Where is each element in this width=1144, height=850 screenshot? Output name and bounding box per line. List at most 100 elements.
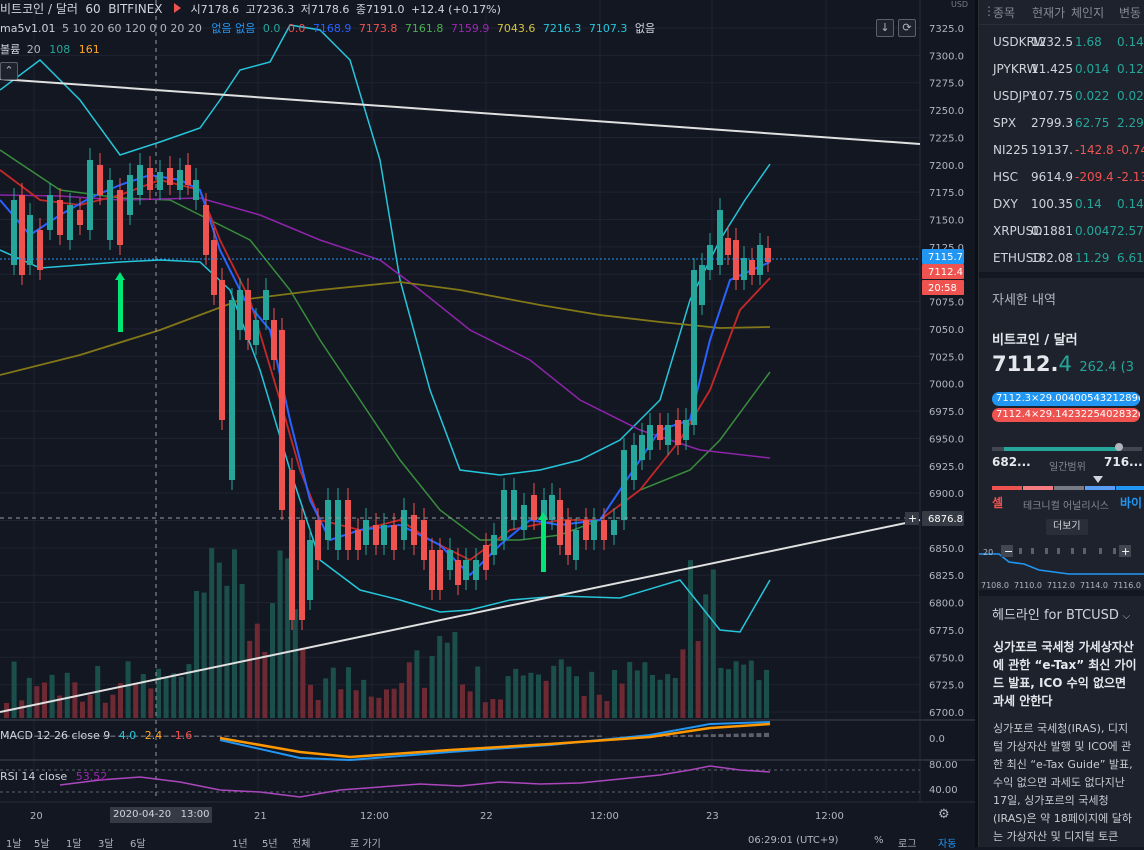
depth-tick: 7116.0	[1113, 581, 1141, 590]
volume-label[interactable]: 볼륨	[0, 43, 20, 56]
details-pair[interactable]: 비트코인 / 달러	[992, 329, 1078, 348]
tech-buy: 바이	[1120, 494, 1142, 511]
price-chart[interactable]: 7325.07300.07275.07250.07225.07200.07175…	[0, 0, 975, 847]
trendline-upper[interactable]	[0, 79, 920, 144]
candle-body	[741, 258, 747, 280]
log-toggle[interactable]: 로그	[898, 835, 916, 850]
volume-bar	[34, 686, 39, 718]
col-pct[interactable]: 변동	[1119, 4, 1141, 21]
volume-bar	[255, 624, 260, 718]
macd-histogram	[430, 736, 435, 738]
candle-body	[177, 170, 183, 190]
auto-toggle[interactable]: 자동	[938, 835, 956, 850]
settings-icon[interactable]: ⚙	[938, 807, 950, 822]
headlines-title[interactable]: 헤드라인 for BTCUSD	[992, 608, 1119, 623]
range-1m[interactable]: 1달	[66, 835, 82, 850]
details-section: 자세한 내역 비트코인 / 달러 7112.4 262.4 (3 7112.3×…	[979, 272, 1144, 593]
macd-b: 2.4	[145, 729, 163, 742]
volume-bar	[224, 586, 229, 718]
tech-sell: 셀	[992, 494, 1003, 511]
range-1d[interactable]: 1날	[6, 835, 22, 850]
percent-toggle[interactable]: %	[874, 835, 884, 846]
collapse-legend-button[interactable]: ⌃	[0, 62, 18, 80]
headline-body-1: 싱가포르 국세청(IRAS), 디지	[993, 720, 1144, 738]
price-tick: 6900.0	[929, 489, 964, 500]
volume-bar	[80, 702, 85, 718]
candle-body	[691, 270, 697, 425]
more-button[interactable]: 더보기	[1046, 519, 1088, 535]
volume-bar	[582, 696, 587, 718]
scroll-to-realtime-button[interactable]: ↓	[876, 19, 894, 37]
price-tick: 7275.0	[929, 79, 964, 90]
volume-bar	[612, 670, 617, 718]
range-3m[interactable]: 3달	[98, 835, 114, 850]
volume-bar	[164, 678, 169, 718]
range-5y[interactable]: 5년	[262, 835, 278, 850]
candle-body	[325, 500, 331, 540]
macd-histogram	[247, 736, 252, 738]
refresh-button[interactable]: ⟳	[898, 19, 916, 37]
price-tick: 6800.0	[929, 599, 964, 610]
candle-body	[185, 165, 191, 185]
volume-bar	[179, 677, 184, 718]
price-tick: 7200.0	[929, 161, 964, 172]
candle-body	[307, 540, 313, 600]
range-all[interactable]: 전체	[292, 835, 310, 850]
candle-body	[355, 530, 361, 550]
watchlist-price: 19137.	[1031, 143, 1073, 157]
ma-label[interactable]: ma5v1.01	[0, 22, 55, 35]
col-change[interactable]: 체인지	[1071, 4, 1104, 21]
goto-date[interactable]: 로 가기	[350, 835, 381, 850]
range-high: 716...	[1104, 455, 1143, 469]
volume-bar	[673, 678, 678, 718]
col-symbol[interactable]: 종목	[993, 4, 1015, 21]
candle-body	[157, 172, 163, 190]
rsi-legend: RSI 14 close 53.52	[0, 770, 107, 783]
tech-label[interactable]: 테크니컬 어널리시스	[1023, 497, 1109, 512]
price-tick: 7300.0	[929, 51, 964, 62]
headlines-header[interactable]: 헤드라인 for BTCUSD ⌵	[992, 604, 1130, 623]
range-5d[interactable]: 5날	[34, 835, 50, 850]
rsi-label[interactable]: RSI 14 close	[0, 770, 67, 783]
headline-title-2[interactable]: 에 관한 “e-Tax” 최신 가이	[993, 656, 1144, 674]
candle-body	[749, 260, 755, 275]
volume-bar	[506, 676, 511, 718]
candle-body	[511, 490, 517, 520]
volume-bar	[711, 570, 716, 718]
candle-body	[11, 200, 17, 265]
headline-title-4[interactable]: 과세 안한다	[993, 692, 1144, 710]
volume-bar	[468, 691, 473, 718]
col-price[interactable]: 현재가	[1032, 4, 1065, 21]
symbol-name[interactable]: 비트코인 / 달러	[0, 2, 78, 16]
headline-item[interactable]: 싱가포르 국세청 가세상자산 에 관한 “e-Tax” 최신 가이 드 발표, …	[993, 638, 1144, 846]
ma-none2: 없음	[635, 22, 655, 35]
watchlist-price: 182.08	[1031, 251, 1073, 265]
time-tick: 12:00	[360, 811, 389, 822]
trendline-lower[interactable]	[0, 520, 920, 712]
volume-bar	[133, 683, 138, 718]
range-1y[interactable]: 1년	[232, 835, 248, 850]
volume-bar	[452, 632, 457, 718]
range-6m[interactable]: 6달	[130, 835, 146, 850]
depth-bar	[1071, 548, 1074, 554]
volume-bar	[551, 666, 556, 718]
headline-title-1[interactable]: 싱가포르 국세청 가세상자산	[993, 638, 1144, 656]
watchlist-change: 0.022	[1075, 89, 1109, 103]
ohlc-low: 저7178.6	[301, 3, 350, 16]
headline-title-3[interactable]: 드 발표, ICO 수익 없으면	[993, 674, 1144, 692]
volume-bar	[604, 701, 609, 718]
macd-histogram	[278, 736, 283, 738]
macd-label[interactable]: MACD 12 26 close 9	[0, 729, 110, 742]
